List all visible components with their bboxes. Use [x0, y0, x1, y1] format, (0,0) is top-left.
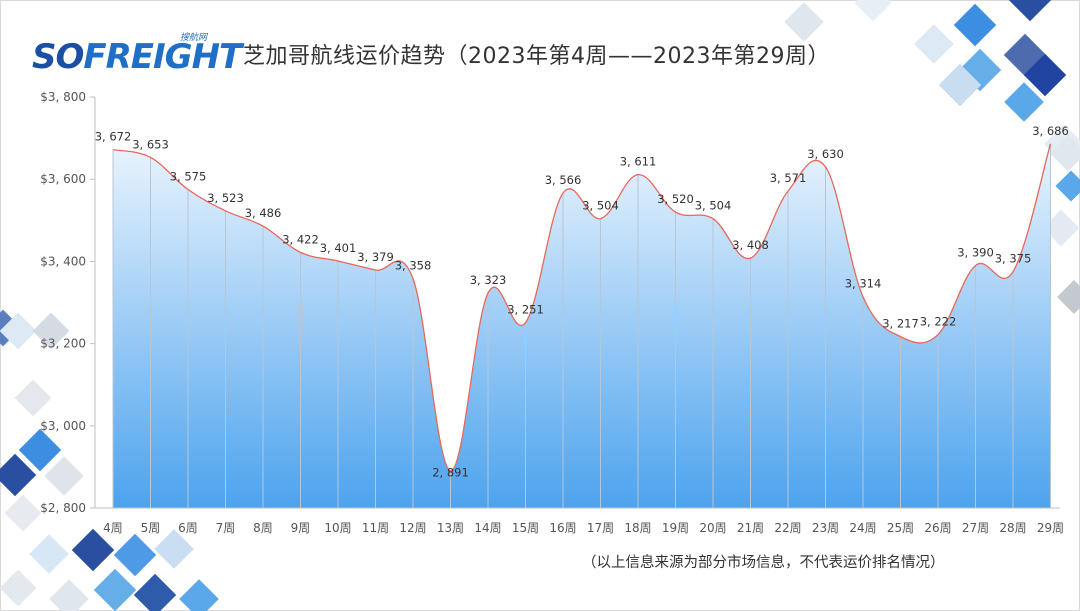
data-label-19周: 3, 520: [657, 192, 694, 206]
x-tick-label: 12周: [399, 521, 426, 535]
x-tick-label: 10周: [324, 521, 351, 535]
area-fill: [113, 143, 1051, 508]
data-label-17周: 3, 504: [582, 199, 619, 213]
data-label-22周: 3, 571: [770, 171, 807, 185]
sofreight-logo: SOFREIGHT: [32, 37, 242, 77]
x-tick-label: 6周: [178, 521, 198, 535]
x-tick-label: 20周: [699, 521, 726, 535]
x-tick-label: 23周: [812, 521, 839, 535]
data-label-23周: 3, 630: [807, 147, 844, 161]
x-tick-label: 9周: [291, 521, 311, 535]
data-label-27周: 3, 390: [957, 246, 994, 260]
x-tick-label: 11周: [362, 521, 389, 535]
data-label-29周: 3, 686: [1032, 124, 1069, 138]
logo-subtext: 搜航网: [180, 33, 208, 43]
data-label-15周: 3, 251: [507, 303, 544, 317]
data-label-14周: 3, 323: [470, 273, 507, 287]
tiles-right: [1042, 134, 1080, 314]
x-tick-label: 27周: [962, 521, 989, 535]
plot-area: $2, 800 $3, 000 $3, 200 $3, 400 $3, 600 $3, 8…: [40, 90, 1069, 535]
data-label-28周: 3, 375: [995, 252, 1032, 266]
data-label-10周: 3, 401: [320, 241, 357, 255]
data-label-5周: 3, 653: [132, 137, 169, 151]
data-label-24周: 3, 314: [845, 277, 882, 291]
data-label-12周: 3, 358: [395, 259, 432, 273]
data-label-6周: 3, 575: [170, 169, 207, 183]
x-tick-label: 28周: [999, 521, 1026, 535]
data-label-21周: 3, 408: [732, 238, 769, 252]
tiles-left: [0, 309, 84, 532]
x-tick-label: 25周: [887, 521, 914, 535]
x-tick-label: 5周: [141, 521, 161, 535]
x-tick-label: 13周: [437, 521, 464, 535]
y-tick-label: $2, 800: [40, 501, 86, 515]
data-label-11周: 3, 379: [357, 250, 394, 264]
x-tick-label: 19周: [662, 521, 689, 535]
y-tick-label: $3, 800: [40, 90, 86, 104]
x-tick-label: 26周: [924, 521, 951, 535]
x-tick-label: 14周: [474, 521, 501, 535]
data-label-20周: 3, 504: [695, 199, 732, 213]
data-label-25周: 3, 217: [882, 317, 919, 331]
y-tick-label: $3, 200: [40, 337, 86, 351]
y-tick-label: $3, 000: [40, 419, 86, 433]
footnote: （以上信息来源为部分市场信息，不代表运价排名情况）: [582, 555, 945, 571]
x-tick-label: 7周: [216, 521, 236, 535]
data-label-16周: 3, 566: [545, 173, 582, 187]
x-tick-label: 24周: [849, 521, 876, 535]
y-tick-label: $3, 400: [40, 254, 86, 268]
x-tick-label: 4周: [103, 521, 123, 535]
data-label-8周: 3, 486: [245, 206, 282, 220]
series-line: [112, 143, 1052, 472]
x-tick-label: 29周: [1037, 521, 1064, 535]
data-label-4周: 3, 672: [95, 130, 132, 144]
x-tick-label: 21周: [737, 521, 764, 535]
chart-title: 芝加哥航线运价趋势（2023年第4周——2023年第29周）: [243, 44, 830, 69]
data-label-9周: 3, 422: [282, 232, 319, 246]
data-label-7周: 3, 523: [207, 191, 244, 205]
x-tick-label: 15周: [512, 521, 539, 535]
data-label-26周: 3, 222: [920, 315, 957, 329]
x-tick-label: 18周: [624, 521, 651, 535]
data-label-13周: 2, 891: [432, 466, 469, 480]
x-tick-label: 17周: [587, 521, 614, 535]
y-tick-label: $3, 600: [40, 172, 86, 186]
x-tick-label: 8周: [253, 521, 273, 535]
x-tick-label: 22周: [774, 521, 801, 535]
data-label-18周: 3, 611: [620, 155, 657, 169]
x-tick-label: 16周: [549, 521, 576, 535]
